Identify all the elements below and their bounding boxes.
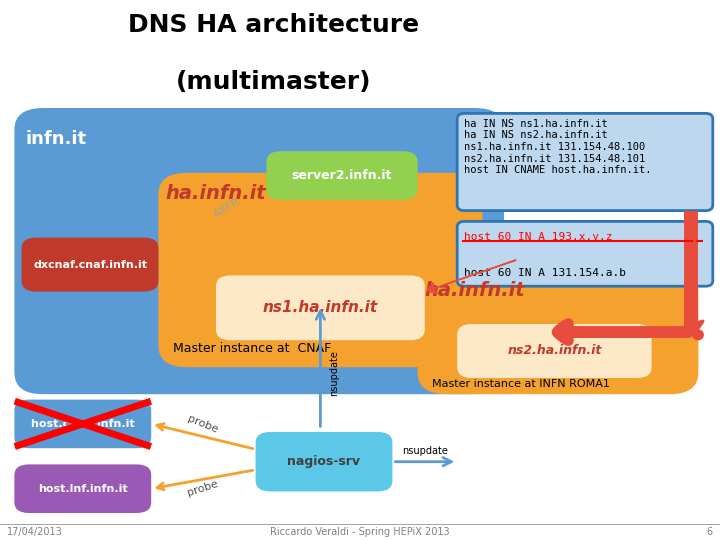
FancyArrowPatch shape xyxy=(686,219,703,332)
Text: host.cn    .infn.it: host.cn .infn.it xyxy=(31,419,135,429)
FancyBboxPatch shape xyxy=(457,113,713,211)
FancyBboxPatch shape xyxy=(14,464,151,513)
Text: DNS HA architecture: DNS HA architecture xyxy=(128,14,419,37)
Text: 17/04/2013: 17/04/2013 xyxy=(7,527,63,537)
FancyBboxPatch shape xyxy=(216,275,425,340)
Text: dxcnaf.cnaf.infn.it: dxcnaf.cnaf.infn.it xyxy=(33,260,147,269)
FancyBboxPatch shape xyxy=(256,432,392,491)
FancyBboxPatch shape xyxy=(457,324,652,378)
FancyArrowPatch shape xyxy=(557,324,688,340)
Text: Riccardo Veraldi - Spring HEPiX 2013: Riccardo Veraldi - Spring HEPiX 2013 xyxy=(270,527,450,537)
FancyBboxPatch shape xyxy=(22,238,158,292)
Text: host 60 IN A 131.154.a.b: host 60 IN A 131.154.a.b xyxy=(464,268,626,278)
Text: ha IN NS ns1.ha.infn.it
ha IN NS ns2.ha.infn.it
ns1.ha.infn.it 131.154.48.100
ns: ha IN NS ns1.ha.infn.it ha IN NS ns2.ha.… xyxy=(464,119,652,175)
Text: probe: probe xyxy=(186,413,220,435)
FancyBboxPatch shape xyxy=(457,221,713,286)
Text: AXFR: AXFR xyxy=(212,196,242,220)
Text: server2.infn.it: server2.infn.it xyxy=(292,169,392,182)
Text: 6: 6 xyxy=(706,527,713,537)
Text: nsupdate: nsupdate xyxy=(329,350,339,395)
FancyArrowPatch shape xyxy=(428,260,516,293)
Text: host 60 IN A 193.x.y.z: host 60 IN A 193.x.y.z xyxy=(464,232,613,242)
Text: ha.infn.it: ha.infn.it xyxy=(425,281,526,300)
Text: nsupdate: nsupdate xyxy=(402,446,448,456)
Text: ns2.ha.infn.it: ns2.ha.infn.it xyxy=(507,345,602,357)
FancyBboxPatch shape xyxy=(14,400,151,448)
Text: nagios-srv: nagios-srv xyxy=(287,455,361,468)
Text: (multimaster): (multimaster) xyxy=(176,70,372,94)
FancyBboxPatch shape xyxy=(266,151,418,200)
FancyBboxPatch shape xyxy=(14,108,504,394)
FancyBboxPatch shape xyxy=(158,173,482,367)
Text: ha.infn.it: ha.infn.it xyxy=(166,184,266,202)
Text: host.lnf.infn.it: host.lnf.infn.it xyxy=(38,484,127,494)
Text: infn.it: infn.it xyxy=(25,130,86,147)
FancyBboxPatch shape xyxy=(418,270,698,394)
Text: Master instance at  CNAF: Master instance at CNAF xyxy=(173,342,331,355)
Text: Master instance at INFN ROMA1: Master instance at INFN ROMA1 xyxy=(432,379,610,389)
Text: ns1.ha.infn.it: ns1.ha.infn.it xyxy=(263,300,378,315)
Text: probe: probe xyxy=(186,479,220,498)
